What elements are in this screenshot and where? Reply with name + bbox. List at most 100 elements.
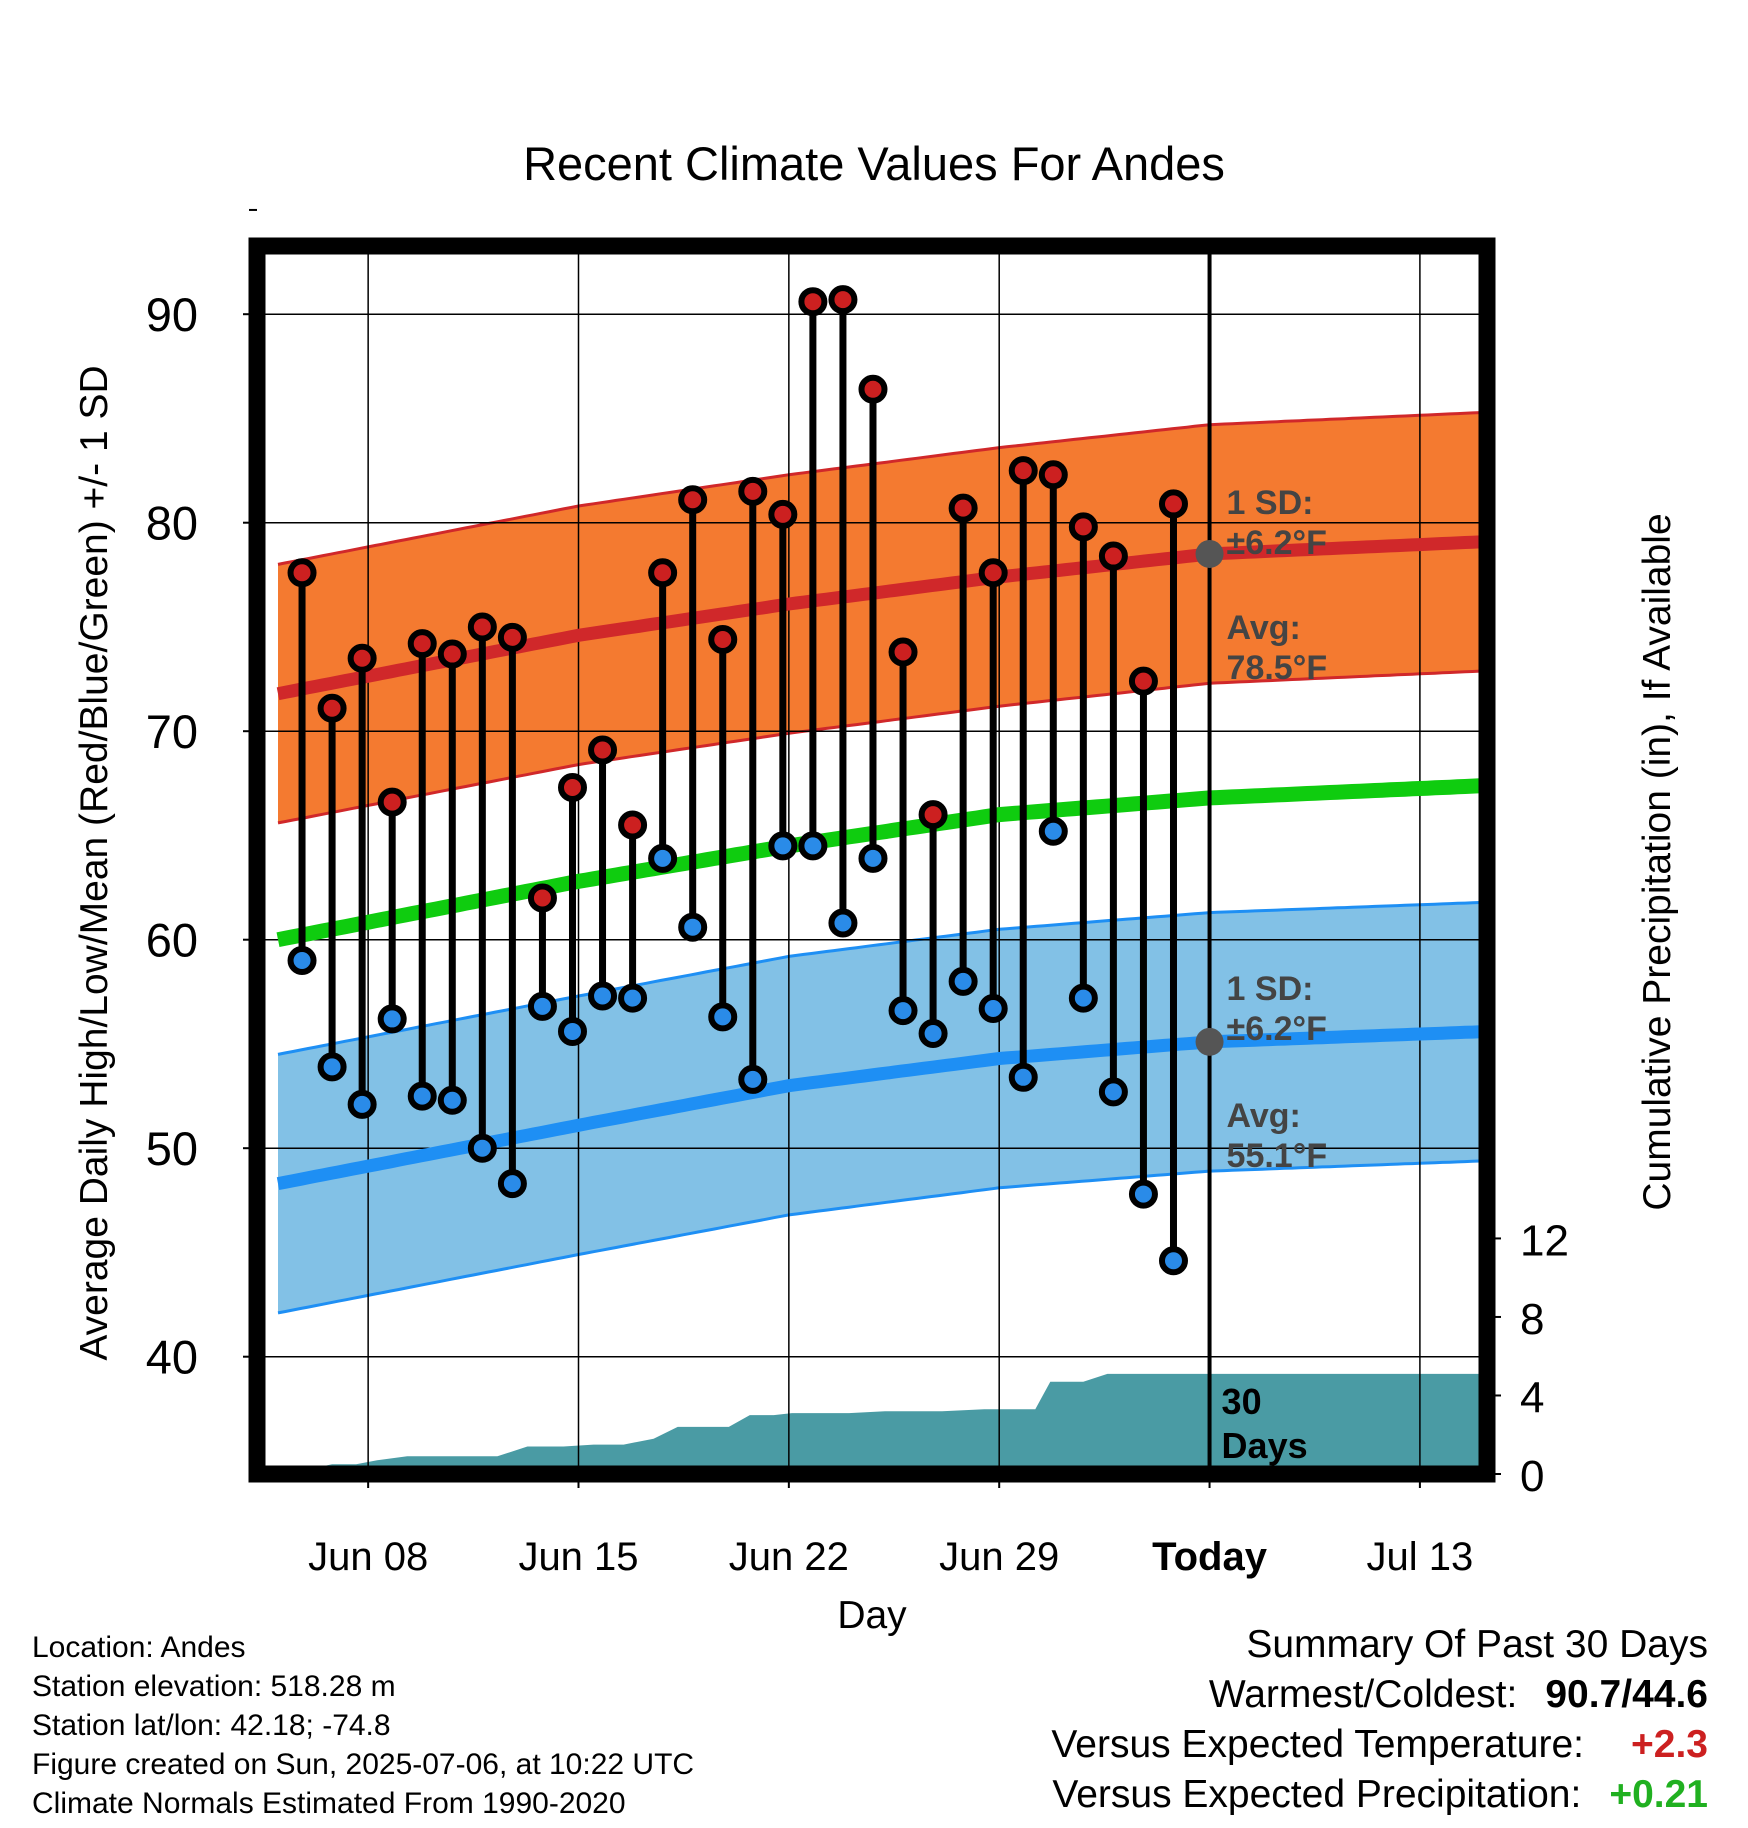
today-high-avg-marker [1195,539,1224,568]
high-sd-band [278,412,1487,823]
daily-low-point [828,908,858,938]
y2-tick-label: 0 [1520,1452,1544,1501]
elevation-text: Station elevation: 518.28 m [32,1670,396,1703]
daily-low-point [467,1133,497,1163]
latlon-text: Station lat/lon: 42.18; -74.8 [32,1709,391,1742]
daily-low-point [858,843,888,873]
x-tick-label: Jun 15 [518,1535,638,1579]
normals-text: Climate Normals Estimated From 1990-2020 [32,1787,626,1820]
high-sd-annotation: 1 SD: ±6.2°F [1227,484,1327,562]
today-low-avg-marker [1195,1027,1224,1056]
low-sd-annotation: 1 SD: ±6.2°F [1227,970,1327,1048]
summary-title: Summary Of Past 30 Days [1246,1623,1708,1666]
temp-anomaly-label: Versus Expected Temperature: [1051,1723,1584,1766]
y-axis-label: Average Daily High/Low/Mean (Red/Blue/Gr… [73,365,116,1360]
daily-high-point [1038,460,1068,490]
daily-high-point [287,558,317,588]
daily-high-point [618,810,648,840]
daily-low-point [1068,983,1098,1013]
daily-high-point [828,285,858,315]
y2-tick-label: 4 [1520,1373,1544,1422]
daily-high-point [497,622,527,652]
high-sd-upper-edge [277,410,1487,566]
daily-low-point [437,1085,467,1115]
x-tick-label: Jun 29 [939,1535,1059,1579]
daily-low-point [557,1016,587,1046]
daily-high-point [948,493,978,523]
daily-low-point [708,1002,738,1032]
daily-low-point [768,831,798,861]
daily-high-point [317,693,347,723]
daily-low-point [1128,1179,1158,1209]
y-tick-label: 50 [146,1122,198,1175]
daily-high-point [1008,456,1038,486]
temp-anomaly-row: Versus Expected Temperature: +2.3 [1051,1720,1708,1770]
daily-high-point [768,499,798,529]
y-tick-label: 80 [146,497,198,550]
daily-low-point [497,1169,527,1199]
daily-high-point [678,485,708,515]
precip-anomaly-value: +0.21 [1609,1773,1708,1816]
daily-high-point [407,629,437,659]
daily-low-point [1158,1246,1188,1276]
station-info: Location: Andes Station elevation: 518.2… [32,1628,694,1823]
daily-low-point [407,1081,437,1111]
y-tick-label: 60 [146,914,198,967]
created-text: Figure created on Sun, 2025-07-06, at 10… [32,1748,695,1781]
warm-cold-row: Warmest/Coldest: 90.7/44.6 [1051,1670,1708,1720]
daily-low-point [918,1019,948,1049]
temp-anomaly-value: +2.3 [1631,1723,1708,1766]
axes: 40 50 60 70 80 90 0 4 8 12 Jun 08 Jun 15 Jun 22 Jun 2… [73,208,1679,1637]
precip-anomaly-row: Versus Expected Precipitation: +0.21 [1051,1770,1708,1820]
daily-low-point [798,831,828,861]
chart-title: Recent Climate Values For Andes [523,137,1225,190]
plot-frame [248,237,1496,1483]
plot-overlay: 1 SD: ±6.2°F Avg: 78.5°F 1 SD: ±6.2°F Avg: 55.1… [287,246,1328,1474]
daily-low-point [648,843,678,873]
daily-low-point [948,966,978,996]
x-tick-label: Jul 13 [1367,1535,1474,1579]
daily-low-point [377,1004,407,1034]
low-avg-annotation: Avg: 55.1°F [1227,1097,1328,1175]
daily-low-point [678,912,708,942]
daily-high-point [708,624,738,654]
high-avg-annotation: Avg: 78.5°F [1227,609,1328,687]
daily-high-point [738,476,768,506]
x-tick-label: Today [1152,1535,1268,1579]
daily-low-point [1038,816,1068,846]
warm-cold-label: Warmest/Coldest: [1208,1673,1518,1716]
daily-low-point [527,991,557,1021]
daily-high-point [557,772,587,802]
y-tick-label: 90 [146,288,198,341]
daily-high-point [527,883,557,913]
daily-high-point [437,639,467,669]
daily-high-point [858,374,888,404]
x-tick-label: Jun 22 [729,1535,849,1579]
daily-high-point [347,643,377,673]
daily-low-point [1098,1077,1128,1107]
daily-low-point [287,946,317,976]
daily-high-point [918,800,948,830]
y-tick-label: 40 [146,1331,198,1384]
daily-low-point [588,981,618,1011]
daily-high-point [798,287,828,317]
location-text: Location: Andes [32,1631,246,1664]
daily-high-point [1158,489,1188,519]
daily-high-point [888,637,918,667]
daily-low-point [618,983,648,1013]
daily-high-point [1098,541,1128,571]
y2-tick-label: 8 [1520,1295,1544,1344]
daily-high-point [467,612,497,642]
y-tick-label: 70 [146,705,198,758]
daily-high-point [1128,666,1158,696]
warm-cold-value: 90.7/44.6 [1545,1673,1708,1716]
precip-area [287,1373,1487,1474]
low-sd-lower-edge [277,1159,1487,1315]
daily-high-point [588,735,618,765]
daily-high-point [377,787,407,817]
precip-anomaly-label: Versus Expected Precipitation: [1052,1773,1582,1816]
low-sd-band [278,902,1487,1313]
daily-high-point [1068,512,1098,542]
daily-high-point [978,558,1008,588]
